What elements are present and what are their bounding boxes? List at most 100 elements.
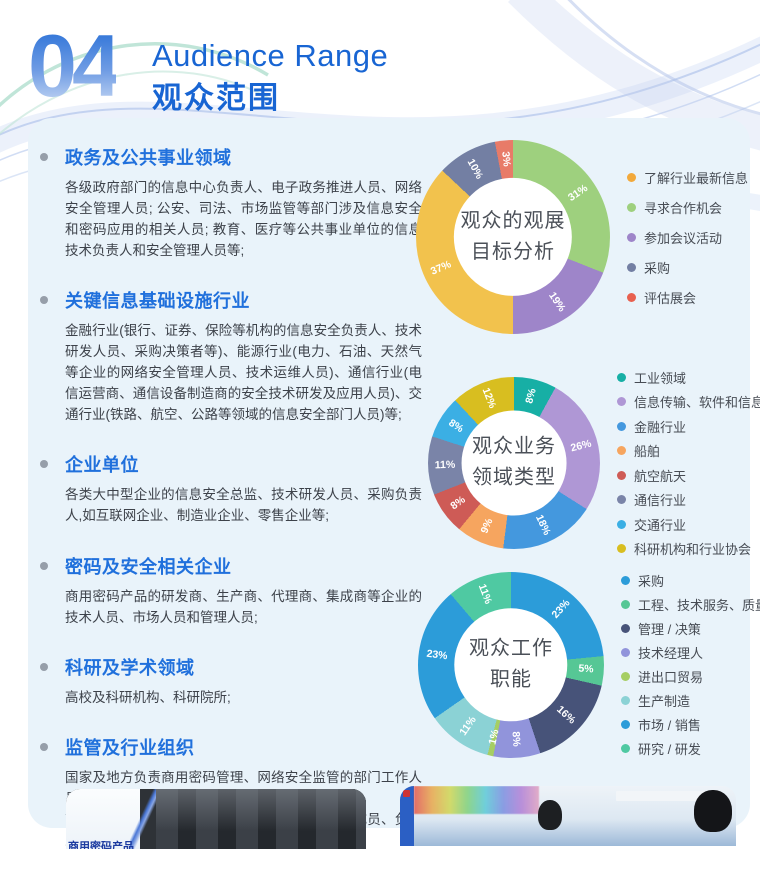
legend-label: 参加会议活动 bbox=[644, 230, 723, 246]
donut-center: 观众的观展 目标分析 bbox=[453, 177, 573, 297]
slice-percent-label: 23% bbox=[425, 647, 449, 663]
legend-item: 航空航天 bbox=[617, 466, 760, 485]
legend-label: 了解行业最新信息 bbox=[644, 170, 749, 186]
visitor-silhouette bbox=[694, 790, 732, 832]
legend-label: 进出口贸易 bbox=[638, 670, 704, 685]
slice-percent-label: 37% bbox=[429, 258, 454, 278]
bullet-icon bbox=[40, 460, 48, 469]
page-title-zh: 观众范围 bbox=[152, 82, 280, 115]
chart-title: 观众业务 领域类型 bbox=[472, 435, 556, 489]
donut-center: 观众工作 职能 bbox=[454, 607, 568, 722]
audience-section-critical-infrastructure: 关键信息基础设施行业 金融行业(银行、证券、保险等机构的信息安全负责人、技术研发… bbox=[38, 287, 422, 425]
legend-dot-icon bbox=[627, 262, 636, 272]
expo-photo-right bbox=[400, 786, 736, 846]
chart-legend: 工业领域信息传输、软件和信息技术金融行业船舶航空航天通信行业交通行业科研机构和行… bbox=[617, 362, 760, 564]
legend-dot-icon bbox=[617, 470, 626, 480]
legend-label: 工程、技术服务、质量管理 bbox=[638, 598, 760, 613]
legend-label: 技术经理人 bbox=[638, 646, 704, 661]
donut-chart-block-business-fields: 观众业务 领域类型 8% 26% 18% 9% 8% 11% 8% 12% 工业领域 信息传输、… bbox=[428, 362, 760, 564]
legend-label: 生产制造 bbox=[638, 694, 691, 709]
legend-dot-icon bbox=[621, 600, 630, 609]
booth-logo-icon bbox=[403, 790, 410, 797]
legend-dot-icon bbox=[621, 720, 630, 729]
legend-dot-icon bbox=[617, 446, 626, 455]
audience-sections: 政务及公共事业领域 各级政府部门的信息中心负责人、电子政务推进人员、网络安全管理… bbox=[38, 144, 422, 877]
audience-section-enterprises: 企业单位 各类大中型企业的信息安全总监、技术研发人员、采购负责人,如互联网企业、… bbox=[38, 451, 422, 526]
slice-percent-label: 12% bbox=[479, 386, 498, 411]
legend-dot-icon bbox=[627, 202, 636, 212]
bullet-icon bbox=[40, 662, 48, 671]
booth-pillar bbox=[400, 786, 414, 846]
legend-item: 评估展会 bbox=[627, 288, 748, 307]
legend-dot-icon bbox=[621, 744, 630, 753]
section-heading: 监管及行业组织 bbox=[65, 737, 195, 758]
legend-label: 信息传输、软件和信息技术 bbox=[634, 395, 760, 410]
legend-dot-icon bbox=[621, 576, 630, 585]
legend-item: 交通行业 bbox=[617, 515, 760, 534]
legend-item: 采购 bbox=[627, 258, 748, 277]
legend-item: 进出口贸易 bbox=[621, 667, 760, 686]
legend-dot-icon bbox=[617, 519, 626, 529]
legend-label: 寻求合作机会 bbox=[644, 200, 723, 216]
donut-center: 观众业务 领域类型 bbox=[461, 410, 567, 516]
bullet-icon bbox=[40, 153, 48, 161]
hall-ceiling bbox=[156, 789, 366, 849]
legend-label: 船舶 bbox=[634, 444, 661, 459]
legend-label: 研究 / 研发 bbox=[638, 742, 701, 757]
legend-label: 采购 bbox=[638, 574, 665, 589]
section-body: 商用密码产品的研发商、生产商、代理商、集成商等企业的技术人员、市场人员和管理人员… bbox=[65, 588, 422, 625]
section-heading: 关键信息基础设施行业 bbox=[65, 291, 250, 312]
legend-item: 通信行业 bbox=[617, 490, 760, 509]
legend-dot-icon bbox=[617, 372, 626, 382]
legend-label: 评估展会 bbox=[644, 290, 697, 306]
donut-chart: 观众工作 职能 23% 5% 16% 8% 1% 11% 23% 11% bbox=[418, 571, 604, 758]
legend-dot-icon bbox=[617, 495, 626, 504]
legend-item: 寻求合作机会 bbox=[627, 198, 748, 217]
legend-label: 航空航天 bbox=[634, 468, 687, 484]
expo-photo-left: 商用密码产品 bbox=[66, 789, 366, 849]
slice-percent-label: 8% bbox=[448, 494, 468, 513]
section-heading: 密码及安全相关企业 bbox=[65, 556, 232, 577]
slice-percent-label: 26% bbox=[569, 437, 593, 454]
slice-percent-label: 11% bbox=[476, 582, 495, 606]
slice-percent-label: 8% bbox=[523, 386, 539, 405]
legend-label: 采购 bbox=[644, 260, 671, 276]
section-heading: 政务及公共事业领域 bbox=[65, 148, 232, 168]
chart-title: 观众工作 职能 bbox=[468, 637, 553, 691]
slice-percent-label: 1% bbox=[486, 728, 502, 747]
legend-label: 交通行业 bbox=[634, 517, 687, 533]
legend-label: 工业领域 bbox=[634, 370, 687, 386]
slice-percent-label: 19% bbox=[545, 289, 568, 314]
legend-item: 技术经理人 bbox=[621, 643, 760, 662]
legend-item: 科研机构和行业协会 bbox=[617, 539, 760, 558]
slice-percent-label: 31% bbox=[565, 182, 590, 205]
donut-chart-block-visit-goals: 观众的观展 目标分析 31% 19% 37% 10% 3% 了解行业最新信息 寻求合作机会… bbox=[416, 140, 748, 334]
legend-item: 管理 / 决策 bbox=[621, 619, 760, 638]
slice-percent-label: 23% bbox=[549, 597, 573, 621]
section-heading: 企业单位 bbox=[65, 455, 139, 476]
chart-legend: 了解行业最新信息 寻求合作机会 参加会议活动 采购评估展会 bbox=[627, 157, 748, 318]
section-heading: 科研及学术领域 bbox=[65, 657, 195, 678]
section-body: 各类大中型企业的信息安全总监、技术研发人员、采购负责人,如互联网企业、制造业企业… bbox=[65, 487, 422, 524]
page-title-en: Audience Range bbox=[152, 38, 389, 73]
donut-chart: 观众的观展 目标分析 31% 19% 37% 10% 3% bbox=[416, 140, 610, 334]
legend-dot-icon bbox=[617, 397, 626, 406]
legend-dot-icon bbox=[621, 624, 630, 633]
legend-item: 船舶 bbox=[617, 441, 760, 460]
legend-item: 市场 / 销售 bbox=[621, 715, 760, 734]
photo-caption: 商用密码产品 bbox=[68, 841, 134, 849]
legend-label: 管理 / 决策 bbox=[638, 622, 701, 637]
section-body: 各级政府部门的信息中心负责人、电子政务推进人员、网络安全管理人员; 公安、司法、… bbox=[65, 180, 422, 259]
slice-percent-label: 8% bbox=[509, 731, 523, 748]
legend-item: 了解行业最新信息 bbox=[627, 168, 748, 187]
colorful-display-wall bbox=[414, 786, 539, 814]
slice-percent-label: 16% bbox=[554, 703, 579, 727]
legend-item: 参加会议活动 bbox=[627, 228, 748, 247]
bullet-icon bbox=[40, 561, 48, 570]
slice-percent-label: 10% bbox=[465, 156, 486, 181]
slice-percent-label: 9% bbox=[478, 516, 496, 536]
slice-percent-label: 11% bbox=[457, 713, 479, 738]
legend-item: 研究 / 研发 bbox=[621, 739, 760, 758]
legend-dot-icon bbox=[627, 172, 636, 182]
audience-section-government: 政务及公共事业领域 各级政府部门的信息中心负责人、电子政务推进人员、网络安全管理… bbox=[38, 144, 422, 261]
